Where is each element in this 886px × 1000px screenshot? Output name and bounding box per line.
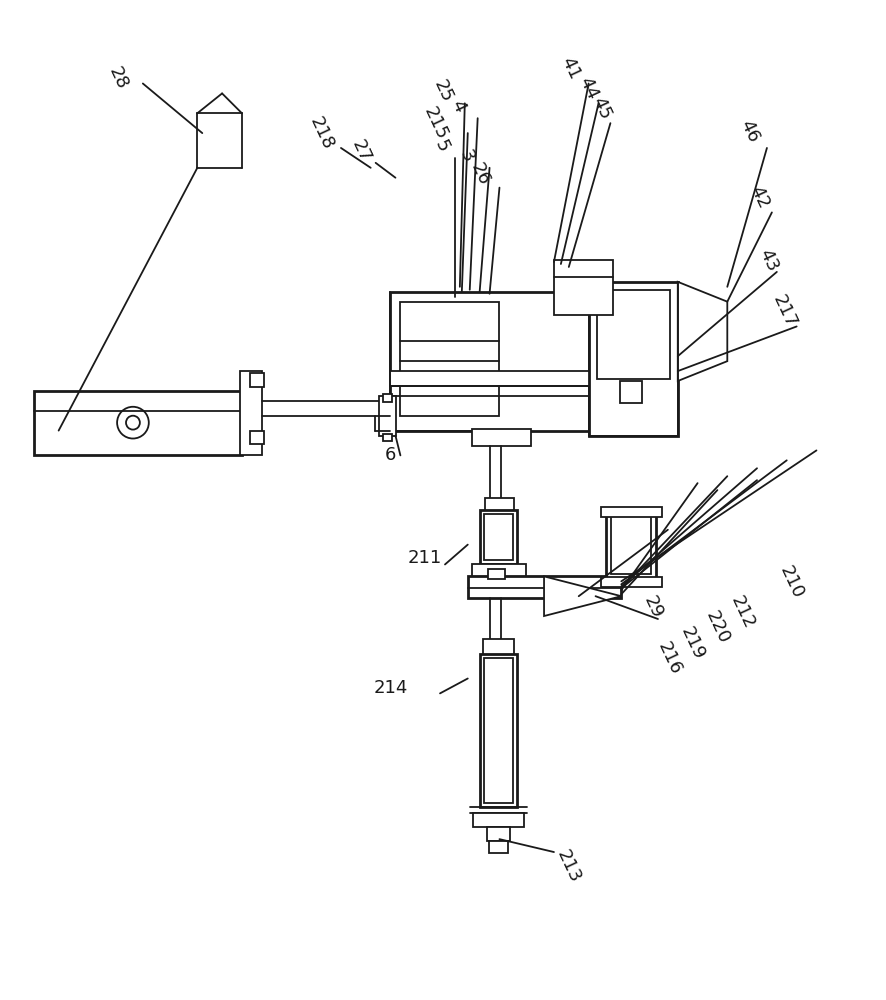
- Text: 215: 215: [420, 104, 450, 143]
- Text: 211: 211: [408, 549, 442, 567]
- Bar: [391, 371, 588, 386]
- Text: 43: 43: [756, 246, 782, 274]
- Text: 42: 42: [746, 183, 772, 212]
- Bar: [588, 282, 678, 436]
- Text: 44: 44: [576, 74, 602, 103]
- Polygon shape: [544, 576, 621, 616]
- Bar: [484, 514, 513, 560]
- Text: 26: 26: [467, 161, 493, 189]
- Text: 214: 214: [373, 679, 408, 697]
- Text: 5: 5: [431, 137, 453, 155]
- Text: 28: 28: [105, 64, 131, 93]
- Bar: [34, 391, 242, 455]
- Bar: [596, 290, 670, 379]
- Bar: [554, 260, 613, 315]
- Bar: [400, 302, 500, 416]
- Text: 218: 218: [306, 114, 337, 152]
- Polygon shape: [678, 282, 727, 381]
- Bar: [391, 292, 588, 431]
- Bar: [601, 577, 662, 587]
- Text: 4: 4: [447, 97, 469, 115]
- Bar: [606, 510, 656, 579]
- Text: 45: 45: [588, 94, 615, 123]
- Text: 25: 25: [430, 77, 456, 106]
- Bar: [485, 498, 514, 510]
- Bar: [471, 429, 532, 446]
- Bar: [479, 654, 517, 807]
- Bar: [240, 371, 261, 455]
- Text: 210: 210: [776, 563, 807, 602]
- Bar: [483, 639, 514, 654]
- Text: 216: 216: [655, 639, 685, 678]
- Bar: [484, 658, 513, 803]
- Bar: [250, 431, 264, 444]
- Bar: [620, 381, 642, 403]
- Text: 220: 220: [702, 608, 733, 646]
- Text: 41: 41: [558, 54, 584, 83]
- Text: 212: 212: [727, 593, 758, 631]
- Text: 217: 217: [769, 292, 800, 331]
- Bar: [479, 510, 517, 564]
- Bar: [468, 576, 621, 598]
- Text: 46: 46: [736, 117, 762, 145]
- Text: 27: 27: [348, 137, 374, 165]
- Text: 3: 3: [456, 147, 478, 165]
- Bar: [487, 569, 505, 579]
- Text: 29: 29: [640, 593, 666, 621]
- Bar: [611, 515, 651, 574]
- Bar: [473, 813, 525, 827]
- Bar: [601, 507, 662, 517]
- Bar: [471, 564, 526, 576]
- Text: 213: 213: [554, 848, 584, 886]
- Text: 6: 6: [385, 446, 396, 464]
- Bar: [383, 434, 392, 441]
- Bar: [486, 827, 510, 841]
- Bar: [250, 373, 264, 387]
- Text: 219: 219: [677, 624, 708, 663]
- Bar: [488, 841, 509, 853]
- Bar: [378, 396, 396, 436]
- Bar: [383, 394, 392, 402]
